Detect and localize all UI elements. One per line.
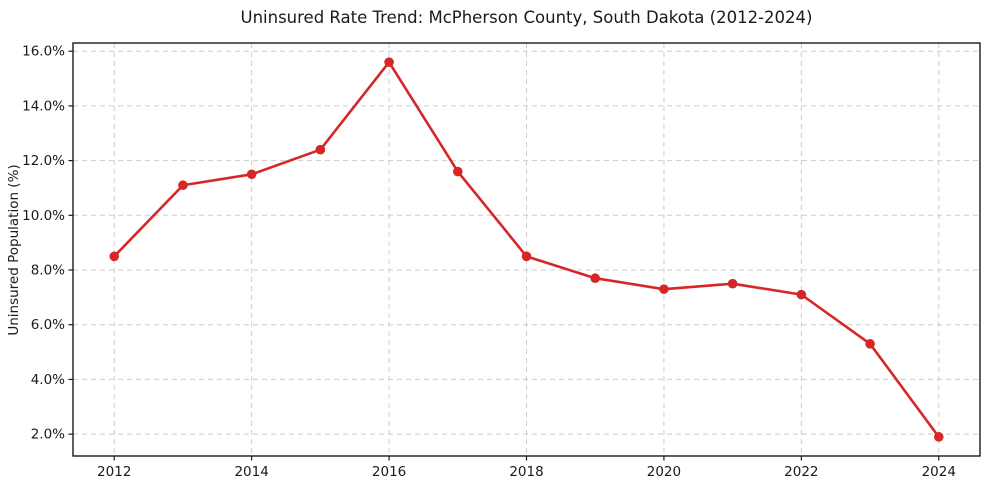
data-point-2018 — [521, 251, 532, 262]
chart-title: Uninsured Rate Trend: McPherson County, … — [240, 8, 813, 27]
data-point-2014 — [246, 169, 257, 180]
y-tick-label: 8.0% — [31, 263, 65, 279]
y-tick-label: 4.0% — [31, 372, 65, 388]
x-tick-label: 2014 — [234, 464, 268, 480]
x-tick-label: 2016 — [372, 464, 406, 480]
data-point-2023 — [865, 339, 875, 349]
data-point-2017 — [452, 166, 463, 177]
y-tick-label: 10.0% — [22, 208, 65, 224]
x-tick-label: 2018 — [509, 464, 543, 480]
y-tick-label: 12.0% — [22, 153, 65, 169]
data-point-2024 — [933, 432, 944, 442]
x-tick-label: 2024 — [922, 464, 956, 480]
y-tick-label: 2.0% — [31, 427, 65, 443]
data-point-2020 — [659, 284, 669, 294]
data-point-2012 — [109, 251, 120, 262]
x-tick-label: 2012 — [97, 464, 131, 480]
y-tick-label: 6.0% — [31, 317, 65, 333]
data-point-2019 — [590, 273, 601, 284]
x-tick-label: 2022 — [784, 464, 818, 480]
y-tick-label: 14.0% — [22, 98, 65, 114]
data-point-2015 — [315, 144, 326, 155]
data-point-2022 — [796, 289, 807, 300]
data-point-2021 — [727, 278, 738, 289]
data-point-2016 — [384, 57, 394, 67]
x-tick-label: 2020 — [647, 464, 681, 480]
data-point-2013 — [178, 180, 188, 191]
y-tick-label: 16.0% — [22, 44, 65, 60]
